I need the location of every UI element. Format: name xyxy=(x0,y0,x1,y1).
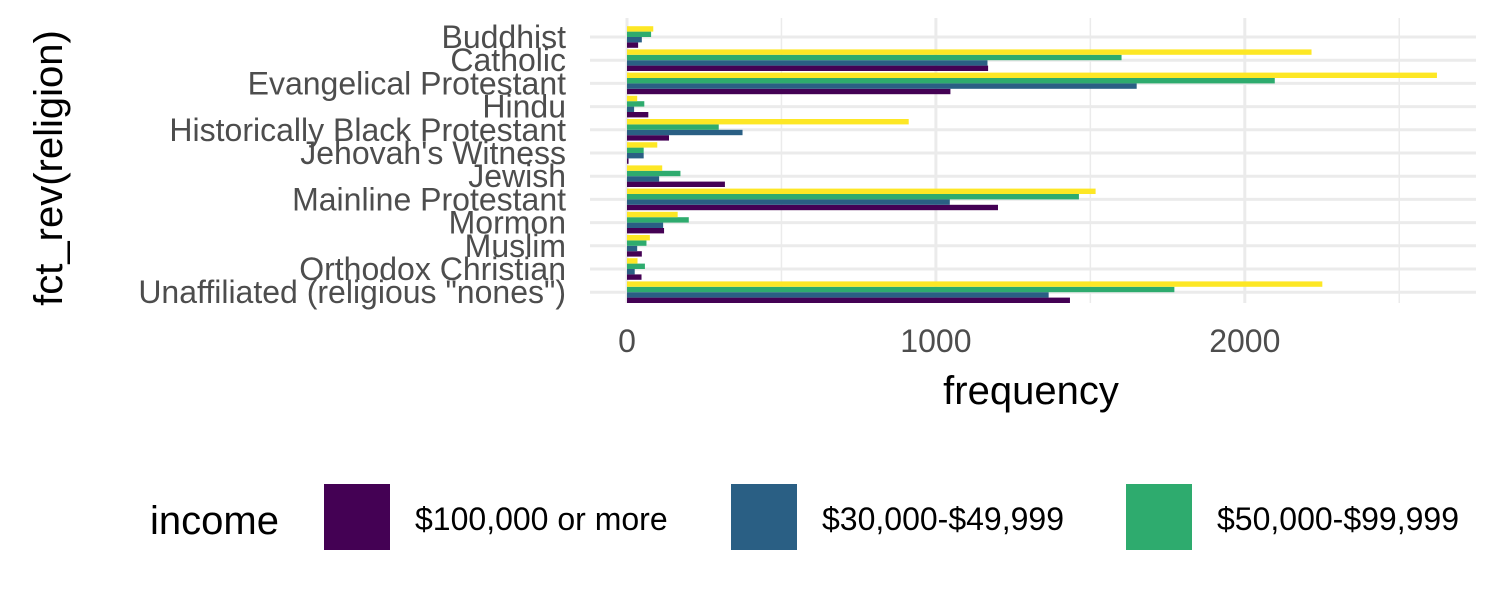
y-tick-label: Unaffiliated (religious "nones") xyxy=(138,274,566,310)
y-tick-label: Buddhist xyxy=(441,19,566,55)
y-tick-label: Evangelical Protestant xyxy=(248,65,567,101)
bar xyxy=(627,286,1175,293)
bar xyxy=(627,258,638,264)
bar xyxy=(627,188,1096,194)
legend-label: $30,000-$49,999 xyxy=(822,501,1064,537)
bar xyxy=(627,26,654,32)
y-tick-label: Jehovah's Witness xyxy=(300,135,566,171)
bar xyxy=(627,129,743,136)
bar xyxy=(627,31,652,37)
bar xyxy=(627,83,1137,89)
y-tick-label: Muslim xyxy=(465,228,566,264)
y-tick-label: Historically Black Protestant xyxy=(169,112,566,148)
bar xyxy=(627,78,1275,84)
y-tick-label: Hindu xyxy=(482,89,566,125)
bar xyxy=(627,124,719,130)
bar xyxy=(627,297,1070,303)
bar xyxy=(627,165,663,171)
y-tick-label: Orthodox Christian xyxy=(299,251,566,287)
bar xyxy=(627,263,645,269)
bar xyxy=(627,245,638,252)
bar xyxy=(627,228,665,234)
bar xyxy=(627,42,639,48)
bar xyxy=(627,95,638,102)
x-tick-label: 2000 xyxy=(1209,323,1280,359)
bar xyxy=(627,194,1079,200)
x-axis-title: frequency xyxy=(943,369,1119,413)
y-axis-title: fct_rev(religion) xyxy=(27,30,71,306)
x-tick-label: 0 xyxy=(618,323,636,359)
legend-key xyxy=(1126,484,1192,550)
bar xyxy=(627,176,660,182)
y-tick-label: Catholic xyxy=(450,42,566,78)
bar xyxy=(627,222,664,228)
bar xyxy=(627,199,950,205)
y-tick-label: Jewish xyxy=(468,158,566,194)
y-tick-label: Mormon xyxy=(449,205,566,241)
bar xyxy=(627,72,1437,78)
bar xyxy=(627,106,635,112)
bar xyxy=(627,158,629,164)
bar xyxy=(627,60,988,66)
bar xyxy=(627,235,650,241)
bar xyxy=(627,142,658,148)
legend-key xyxy=(324,484,390,550)
bar xyxy=(627,37,642,43)
x-tick-label: 1000 xyxy=(900,323,971,359)
legend: income $100,000 or more $30,000-$49,999 $5… xyxy=(150,484,1459,550)
bar xyxy=(627,49,1312,55)
bar xyxy=(627,204,998,211)
y-tick-label: Mainline Protestant xyxy=(292,181,566,217)
bar xyxy=(627,101,645,107)
bar xyxy=(627,240,647,246)
bar xyxy=(627,269,635,275)
bars xyxy=(627,26,1437,303)
bar xyxy=(627,119,909,125)
legend-label: $100,000 or more xyxy=(415,501,668,537)
legend-title: income xyxy=(150,499,279,543)
bar xyxy=(627,251,642,257)
legend-key xyxy=(731,484,797,550)
bar xyxy=(627,181,725,187)
bar xyxy=(627,170,681,177)
bar xyxy=(627,88,951,95)
bar xyxy=(627,54,1122,61)
bar xyxy=(627,217,689,223)
bar xyxy=(627,147,644,153)
bar xyxy=(627,211,678,218)
legend-label: $50,000-$99,999 xyxy=(1217,501,1459,537)
bar xyxy=(627,135,670,141)
bar xyxy=(627,153,644,159)
bar xyxy=(627,65,989,71)
bar xyxy=(627,274,642,280)
bar xyxy=(627,281,1323,287)
bar xyxy=(627,292,1049,298)
x-tick-labels: 0 1000 2000 xyxy=(618,323,1280,359)
bar xyxy=(627,112,649,118)
